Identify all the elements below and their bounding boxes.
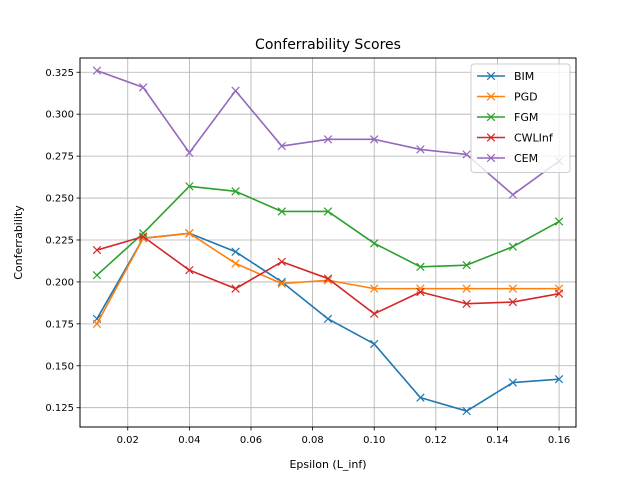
data-point-cwlinf xyxy=(416,287,425,297)
data-point-fgm xyxy=(508,242,518,251)
data-point-cwlinf xyxy=(369,309,379,319)
legend-label-cwlinf: CWLInf xyxy=(514,132,554,145)
data-point-pgd xyxy=(277,279,287,288)
legend-item-pgd: PGD xyxy=(477,91,538,104)
y-tick-label: 0.175 xyxy=(45,319,74,330)
legend-item-fgm: FGM xyxy=(477,111,538,124)
legend-marker-bim xyxy=(486,71,496,81)
legend-label-fgm: FGM xyxy=(514,111,538,124)
data-point-cem xyxy=(323,135,333,144)
data-point-cwlinf xyxy=(185,265,194,275)
x-axis-label: Epsilon (L_inf) xyxy=(289,458,366,471)
ticks: 0.02 0.04 0.06 0.08 0.10 0.12 0.14 0.16 0.125 0.1… xyxy=(45,68,570,446)
data-point-bim xyxy=(416,393,425,402)
data-point-cwlinf xyxy=(92,245,102,255)
chart-title: Conferrability Scores xyxy=(255,37,401,53)
x-tick-label: 0.14 xyxy=(486,435,508,446)
legend-item-cwlinf: CWLInf xyxy=(477,132,554,145)
x-tick-label: 0.02 xyxy=(117,435,139,446)
legend-box xyxy=(470,63,571,173)
legend-marker-cwlinf xyxy=(486,133,496,142)
data-point-fgm xyxy=(554,217,564,226)
data-point-bim xyxy=(462,406,471,416)
y-tick-label: 0.200 xyxy=(45,277,74,288)
y-tick-label: 0.325 xyxy=(45,68,74,79)
data-point-cwlinf xyxy=(231,284,240,293)
y-axis-label: Conferrability xyxy=(12,205,25,280)
x-tick-label: 0.08 xyxy=(301,435,323,446)
data-point-cwlinf xyxy=(138,232,148,241)
data-point-cem xyxy=(138,83,148,92)
series-pgd xyxy=(92,229,564,329)
data-point-cem xyxy=(92,66,102,75)
data-point-bim xyxy=(277,277,287,287)
data-point-pgd xyxy=(185,229,194,238)
data-point-cem xyxy=(185,148,194,157)
data-point-cwlinf xyxy=(277,257,287,267)
x-tick-label: 0.06 xyxy=(240,435,262,446)
data-point-cem xyxy=(231,86,240,95)
data-point-fgm xyxy=(369,239,379,248)
x-tick-label: 0.04 xyxy=(178,435,200,446)
y-tick-label: 0.250 xyxy=(45,194,74,205)
data-point-bim xyxy=(369,339,379,349)
data-point-cwlinf xyxy=(554,289,564,298)
data-point-fgm xyxy=(462,260,471,270)
legend-marker-cem xyxy=(486,153,496,163)
data-point-cem xyxy=(416,145,425,154)
legend-item-bim: BIM xyxy=(477,70,534,83)
data-point-cwlinf xyxy=(508,297,518,307)
series-fgm xyxy=(92,182,564,280)
y-tick-label: 0.275 xyxy=(45,152,74,163)
data-point-fgm xyxy=(323,207,333,216)
x-tick-label: 0.12 xyxy=(425,435,447,446)
data-point-fgm xyxy=(277,207,287,216)
data-point-cem xyxy=(369,135,379,144)
legend: BIM PGD FGM CWLInf CEM xyxy=(470,63,571,173)
data-point-fgm xyxy=(92,270,102,280)
legend-marker-pgd xyxy=(486,92,496,101)
data-point-fgm xyxy=(138,229,148,238)
data-point-cem xyxy=(508,190,518,199)
data-point-pgd xyxy=(369,284,379,293)
plot-frame xyxy=(79,57,577,428)
data-point-pgd xyxy=(231,259,240,268)
data-point-fgm xyxy=(231,187,240,196)
legend-label-bim: BIM xyxy=(514,70,534,83)
legend-marker-fgm xyxy=(486,112,496,122)
data-point-cem xyxy=(277,141,287,151)
x-tick-label: 0.10 xyxy=(363,435,385,446)
data-point-pgd xyxy=(462,284,471,293)
data-point-bim xyxy=(231,247,240,256)
data-point-bim xyxy=(323,314,333,324)
data-point-bim xyxy=(508,378,518,387)
y-tick-label: 0.150 xyxy=(45,361,74,372)
legend-label-pgd: PGD xyxy=(514,91,538,104)
data-point-cem xyxy=(462,150,471,159)
legend-item-cem: CEM xyxy=(477,152,538,165)
data-point-cwlinf xyxy=(323,274,333,283)
data-point-bim xyxy=(554,374,564,384)
y-tick-label: 0.225 xyxy=(45,235,74,246)
data-point-pgd xyxy=(92,319,102,329)
x-tick-label: 0.16 xyxy=(548,435,570,446)
data-point-pgd xyxy=(416,284,425,293)
data-point-cwlinf xyxy=(462,299,471,308)
data-point-pgd xyxy=(508,284,518,293)
y-tick-label: 0.300 xyxy=(45,110,74,121)
data-point-fgm xyxy=(185,182,194,191)
y-tick-label: 0.125 xyxy=(45,403,74,414)
series-cwlinf xyxy=(92,232,564,319)
data-point-fgm xyxy=(416,262,425,272)
legend-label-cem: CEM xyxy=(514,152,538,165)
